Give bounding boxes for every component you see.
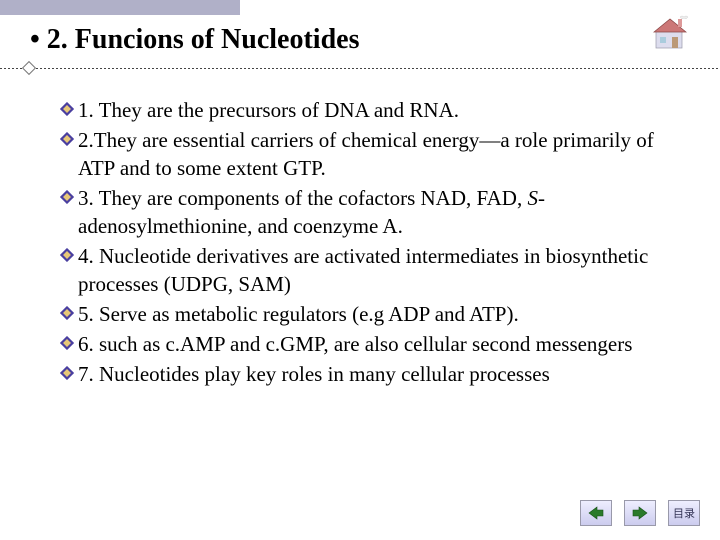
diamond-bullet-icon (60, 306, 74, 320)
list-item-text: 7. Nucleotides play key roles in many ce… (78, 360, 550, 388)
arrow-right-icon (631, 505, 649, 521)
slide-title: • 2. Funcions of Nucleotides (30, 24, 690, 56)
list-item: 5. Serve as metabolic regulators (e.g AD… (60, 300, 670, 328)
list-item-text: 4. Nucleotide derivatives are activated … (78, 242, 670, 298)
next-button[interactable] (624, 500, 656, 526)
title-divider-node (22, 61, 36, 75)
content-list: 1. They are the precursors of DNA and RN… (60, 96, 670, 390)
prev-button[interactable] (580, 500, 612, 526)
list-item-text: 3. They are components of the cofactors … (78, 184, 670, 240)
bullet-icon (60, 132, 78, 151)
list-item-text: 6. such as c.AMP and c.GMP, are also cel… (78, 330, 632, 358)
list-item-text: 5. Serve as metabolic regulators (e.g AD… (78, 300, 519, 328)
bullet-icon (60, 366, 78, 385)
top-accent-bar (0, 0, 240, 15)
title-region: • 2. Funcions of Nucleotides (30, 24, 690, 56)
menu-button[interactable]: 目录 (668, 500, 700, 526)
diamond-bullet-icon (60, 336, 74, 350)
list-item: 3. They are components of the cofactors … (60, 184, 670, 240)
diamond-bullet-icon (60, 248, 74, 262)
list-item: 6. such as c.AMP and c.GMP, are also cel… (60, 330, 670, 358)
bullet-icon (60, 248, 78, 267)
arrow-left-icon (587, 505, 605, 521)
diamond-bullet-icon (60, 190, 74, 204)
diamond-bullet-icon (60, 132, 74, 146)
list-item: 7. Nucleotides play key roles in many ce… (60, 360, 670, 388)
list-item: 1. They are the precursors of DNA and RN… (60, 96, 670, 124)
bullet-icon (60, 336, 78, 355)
list-item-text: 2.They are essential carriers of chemica… (78, 126, 670, 182)
title-divider (0, 68, 720, 69)
diamond-bullet-icon (60, 102, 74, 116)
bullet-icon (60, 102, 78, 121)
bullet-icon (60, 190, 78, 209)
list-item-text: 1. They are the precursors of DNA and RN… (78, 96, 459, 124)
list-item: 4. Nucleotide derivatives are activated … (60, 242, 670, 298)
list-item: 2.They are essential carriers of chemica… (60, 126, 670, 182)
bullet-icon (60, 306, 78, 325)
diamond-bullet-icon (60, 366, 74, 380)
nav-bar: 目录 (580, 500, 700, 526)
